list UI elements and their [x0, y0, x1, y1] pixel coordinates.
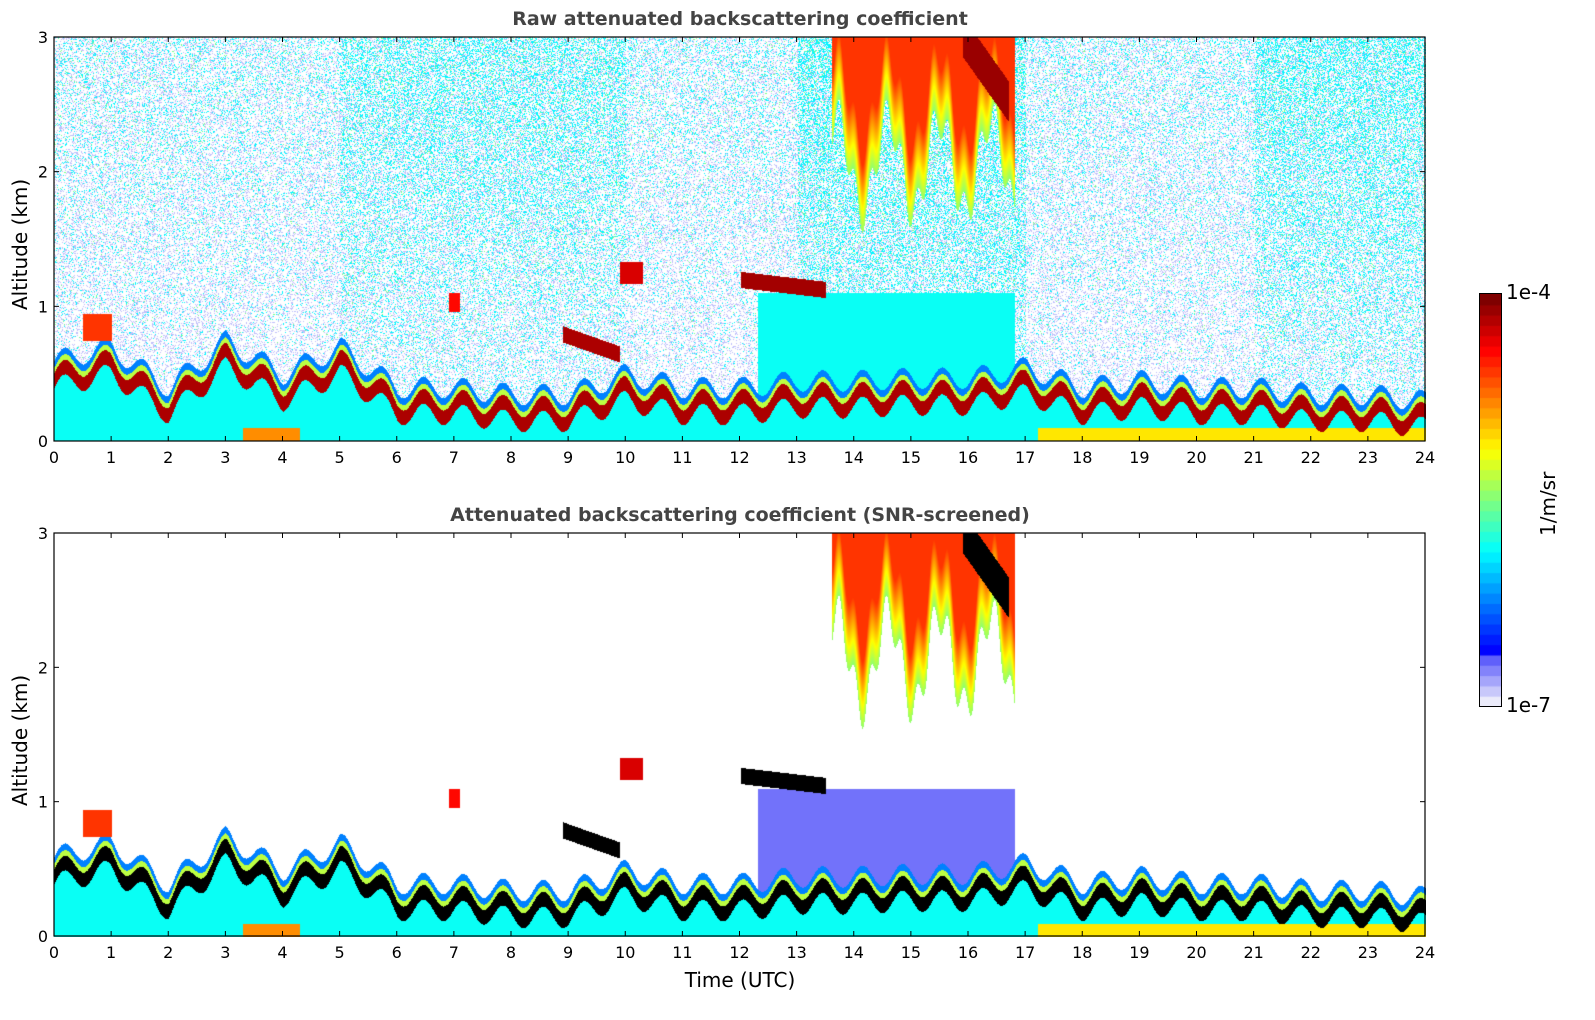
x-tick-label: 2: [163, 448, 173, 467]
x-tick-label: 6: [392, 448, 402, 467]
colorbar-unit-label: 1/m/sr: [1536, 471, 1560, 536]
x-tick-label: 23: [1358, 943, 1378, 962]
plot-frame: [53, 532, 1426, 937]
x-tick-label: 14: [844, 943, 864, 962]
x-tick-label: 22: [1301, 448, 1321, 467]
x-tick-label: 20: [1186, 448, 1206, 467]
x-tick-label: 11: [672, 943, 692, 962]
x-tick-label: 9: [563, 448, 573, 467]
screened-backscatter-heatmap: [54, 533, 1426, 937]
x-tick-label: 16: [958, 943, 978, 962]
x-tick-label: 12: [729, 448, 749, 467]
x-tick-label: 10: [615, 448, 635, 467]
x-tick-label: 1: [106, 448, 116, 467]
x-tick-label: 10: [615, 943, 635, 962]
x-tick-label: 4: [277, 943, 287, 962]
x-tick-label: 0: [49, 943, 59, 962]
top-panel-title: Raw attenuated backscattering coefficien…: [512, 8, 968, 30]
x-tick-label: 3: [220, 448, 230, 467]
y-tick-label: 2: [38, 658, 48, 677]
colorbar: [1479, 293, 1502, 707]
x-tick-label: 21: [1243, 943, 1263, 962]
x-tick-label: 0: [49, 448, 59, 467]
x-tick-label: 22: [1301, 943, 1321, 962]
y-tick-label: 0: [38, 432, 48, 451]
x-tick-label: 13: [786, 943, 806, 962]
x-tick-label: 18: [1072, 943, 1092, 962]
x-tick-label: 5: [335, 448, 345, 467]
x-tick-label: 20: [1186, 943, 1206, 962]
y-tick-label: 2: [38, 163, 48, 182]
x-tick-label: 23: [1358, 448, 1378, 467]
bottom-panel-title: Attenuated backscattering coefficient (S…: [450, 504, 1030, 526]
x-tick-label: 11: [672, 448, 692, 467]
x-tick-label: 9: [563, 943, 573, 962]
raw-backscatter-heatmap: [54, 37, 1426, 441]
x-tick-label: 8: [506, 448, 516, 467]
x-tick-label: 5: [335, 943, 345, 962]
x-tick-label: 12: [729, 943, 749, 962]
y-tick-label: 3: [38, 28, 48, 47]
x-tick-label: 15: [901, 448, 921, 467]
x-tick-label: 3: [220, 943, 230, 962]
x-tick-label: 2: [163, 943, 173, 962]
x-tick-label: 15: [901, 943, 921, 962]
x-tick-label: 14: [844, 448, 864, 467]
x-tick-label: 4: [277, 448, 287, 467]
x-tick-label: 19: [1129, 943, 1149, 962]
y-tick-label: 3: [38, 524, 48, 543]
x-tick-label: 17: [1015, 943, 1035, 962]
y-tick-label: 0: [38, 927, 48, 946]
colorbar-max-label: 1e-4: [1506, 280, 1551, 304]
bottom-y-axis-label: Altitude (km): [8, 674, 32, 806]
top-y-axis-label: Altitude (km): [8, 178, 32, 310]
x-tick-label: 7: [449, 943, 459, 962]
x-tick-label: 8: [506, 943, 516, 962]
x-tick-label: 16: [958, 448, 978, 467]
x-tick-label: 21: [1243, 448, 1263, 467]
x-tick-label: 1: [106, 943, 116, 962]
x-axis-label: Time (UTC): [684, 968, 796, 992]
y-tick-label: 1: [38, 793, 48, 812]
x-tick-label: 6: [392, 943, 402, 962]
x-tick-label: 18: [1072, 448, 1092, 467]
plot-frame: [53, 36, 1426, 442]
x-tick-label: 24: [1415, 448, 1435, 467]
colorbar-min-label: 1e-7: [1506, 693, 1551, 717]
x-tick-label: 24: [1415, 943, 1435, 962]
x-tick-label: 7: [449, 448, 459, 467]
x-tick-label: 19: [1129, 448, 1149, 467]
x-tick-label: 13: [786, 448, 806, 467]
y-tick-label: 1: [38, 297, 48, 316]
x-tick-label: 17: [1015, 448, 1035, 467]
